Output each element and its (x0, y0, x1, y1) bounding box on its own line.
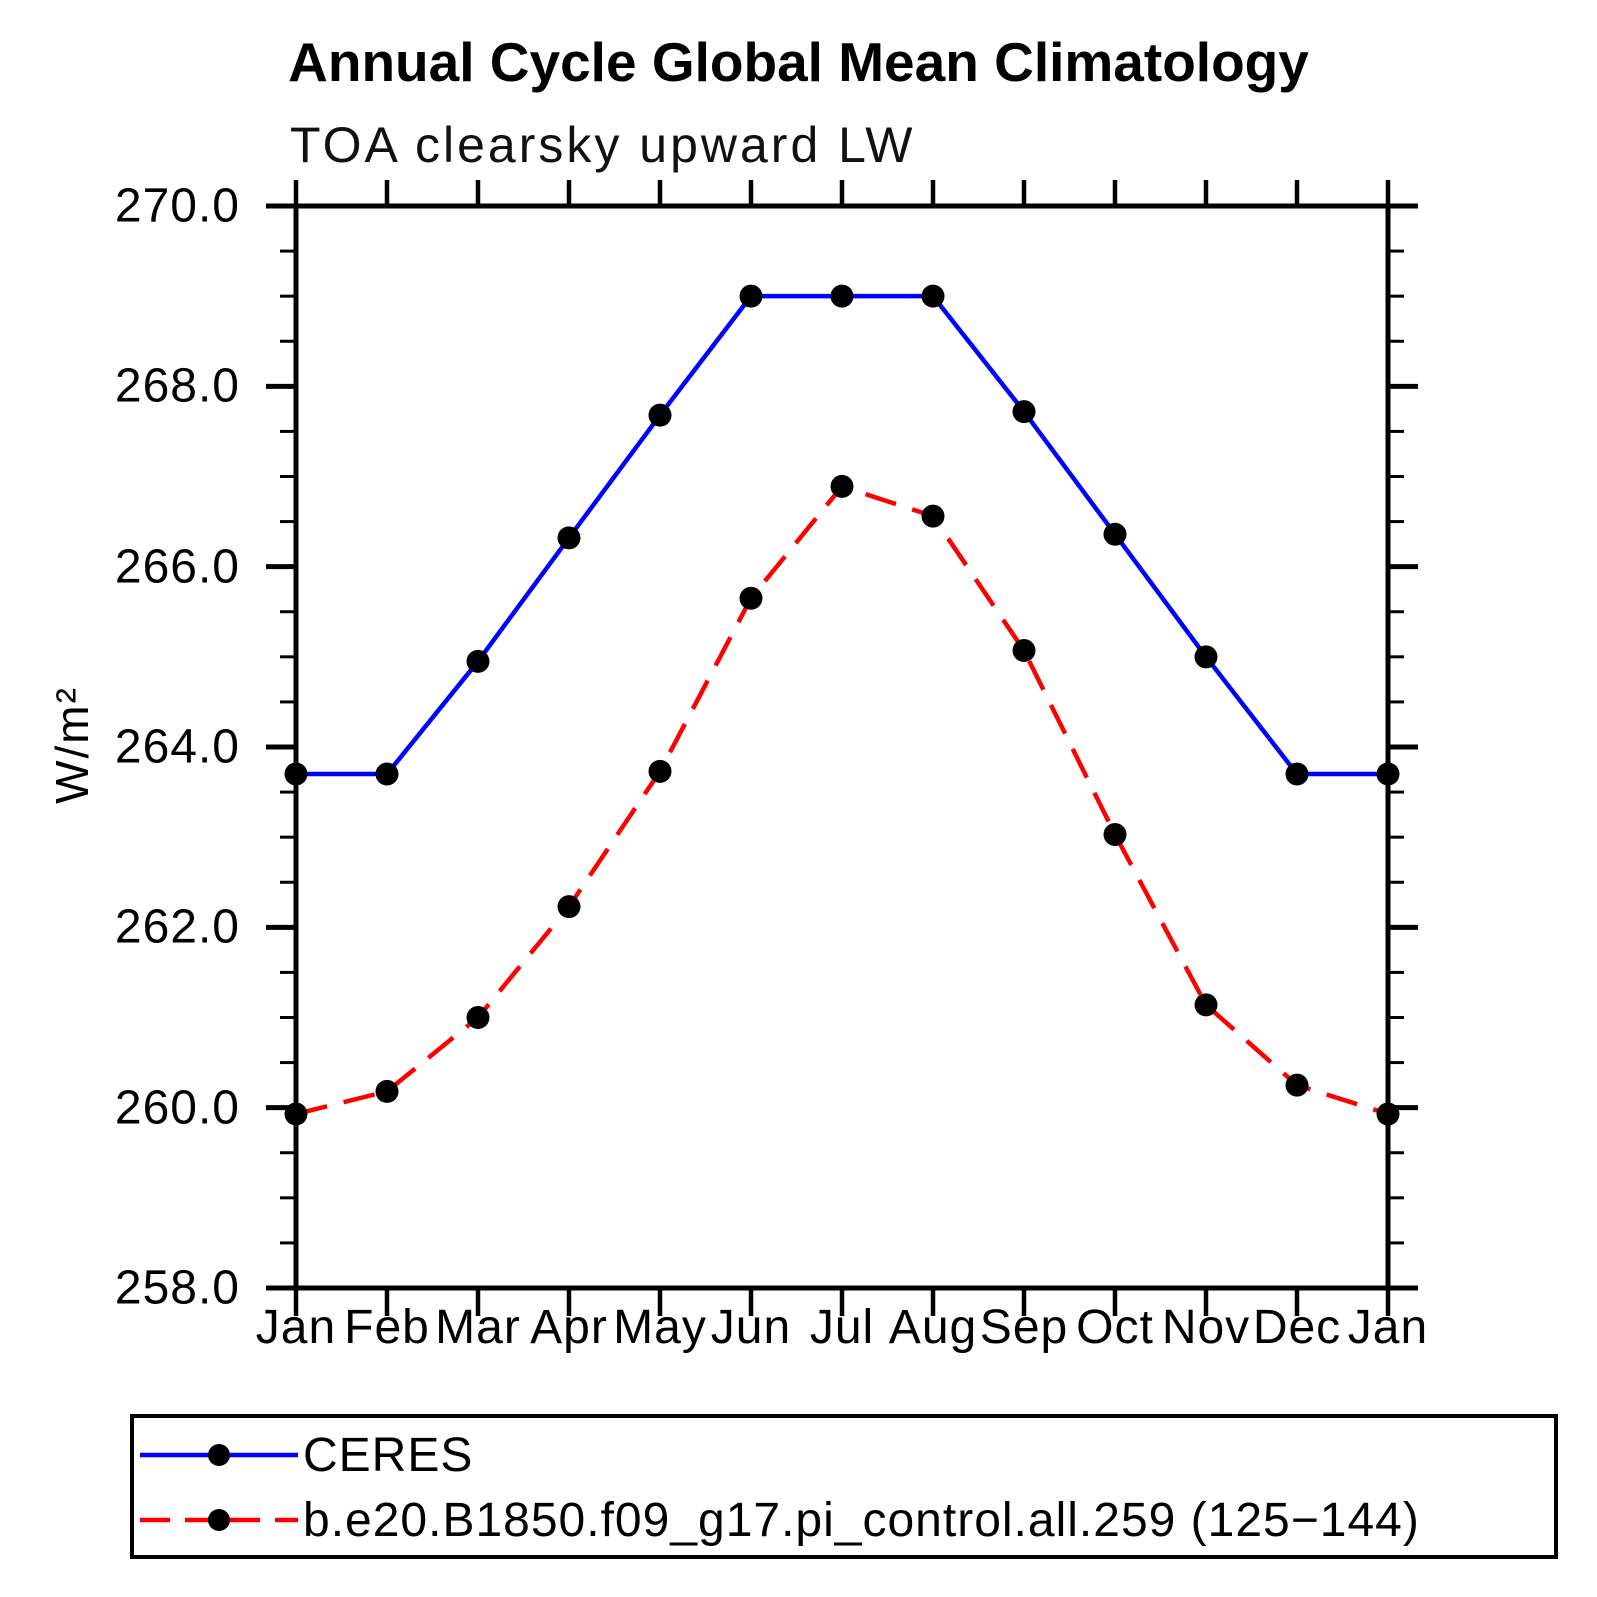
data-point-marker (557, 526, 581, 550)
plot-frame (293, 203, 1391, 1291)
data-point-marker (375, 1079, 399, 1103)
x-tick-label: Oct (1076, 1301, 1154, 1354)
data-point-marker (284, 1102, 308, 1126)
x-tick-label: Mar (435, 1301, 521, 1354)
x-tick-label: Jan (255, 1301, 337, 1354)
y-tick-label: 264.0 (114, 720, 240, 774)
x-tick-label: Nov (1161, 1301, 1251, 1354)
x-tick-label: Aug (888, 1301, 978, 1354)
y-tick-label: 258.0 (114, 1261, 240, 1315)
data-point-marker (1012, 400, 1036, 424)
legend-sample-marker (208, 1509, 230, 1531)
data-point-marker (1285, 1073, 1309, 1097)
y-tick-label: 266.0 (114, 540, 240, 594)
x-tick-label: Jul (809, 1301, 875, 1354)
data-point-marker (557, 895, 581, 919)
x-tick-label: May (613, 1301, 707, 1354)
data-point-marker (375, 762, 399, 786)
x-tick-label: Jun (710, 1301, 792, 1354)
data-point-marker (830, 284, 854, 308)
data-point-marker (739, 284, 763, 308)
y-tick-label: 262.0 (114, 900, 240, 954)
data-point-marker (466, 649, 490, 673)
data-point-marker (921, 284, 945, 308)
legend-line-sample-model (140, 1509, 298, 1531)
chart-title: Annual Cycle Global Mean Climatology (288, 31, 1309, 93)
x-tick-label: Apr (530, 1301, 608, 1354)
data-point-marker (1376, 762, 1400, 786)
data-point-marker (1194, 993, 1218, 1017)
legend-label-ceres: CERES (303, 1428, 474, 1482)
data-point-marker (739, 586, 763, 610)
data-point-marker (1194, 645, 1218, 669)
data-point-marker (1285, 762, 1309, 786)
x-tick-label: Jan (1347, 1301, 1429, 1354)
y-tick-label: 260.0 (114, 1081, 240, 1135)
legend-line-sample-ceres (140, 1444, 298, 1466)
legend-item-ceres: CERES (140, 1429, 473, 1482)
data-point-marker (921, 504, 945, 528)
legend-label-model: b.e20.B1850.f09_g17.pi_control.all.259 (… (303, 1493, 1420, 1547)
y-tick-label: 270.0 (114, 179, 240, 233)
series-line-0 (296, 293, 1388, 777)
y-tick-label: 268.0 (114, 359, 240, 413)
legend-sample-marker (208, 1444, 230, 1466)
series-line-1 (295, 483, 1389, 1117)
x-tick-label: Feb (344, 1301, 430, 1354)
legend-item-model: b.e20.B1850.f09_g17.pi_control.all.259 (… (140, 1494, 1420, 1547)
data-point-marker (648, 759, 672, 783)
x-tick-label: Dec (1252, 1301, 1342, 1354)
data-point-marker (648, 403, 672, 427)
data-point-marker (284, 762, 308, 786)
legend: CERES b.e20.B1850.f09_g17.pi_control.all… (130, 1414, 1558, 1559)
x-tick-label: Sep (979, 1301, 1069, 1354)
data-point-marker (1012, 639, 1036, 663)
chart-subtitle: TOA clearsky upward LW (290, 117, 916, 173)
data-point-marker (1103, 522, 1127, 546)
data-point-marker (466, 1006, 490, 1029)
data-point-marker (1103, 822, 1127, 846)
data-point-marker (1376, 1102, 1400, 1126)
data-point-marker (830, 474, 854, 498)
